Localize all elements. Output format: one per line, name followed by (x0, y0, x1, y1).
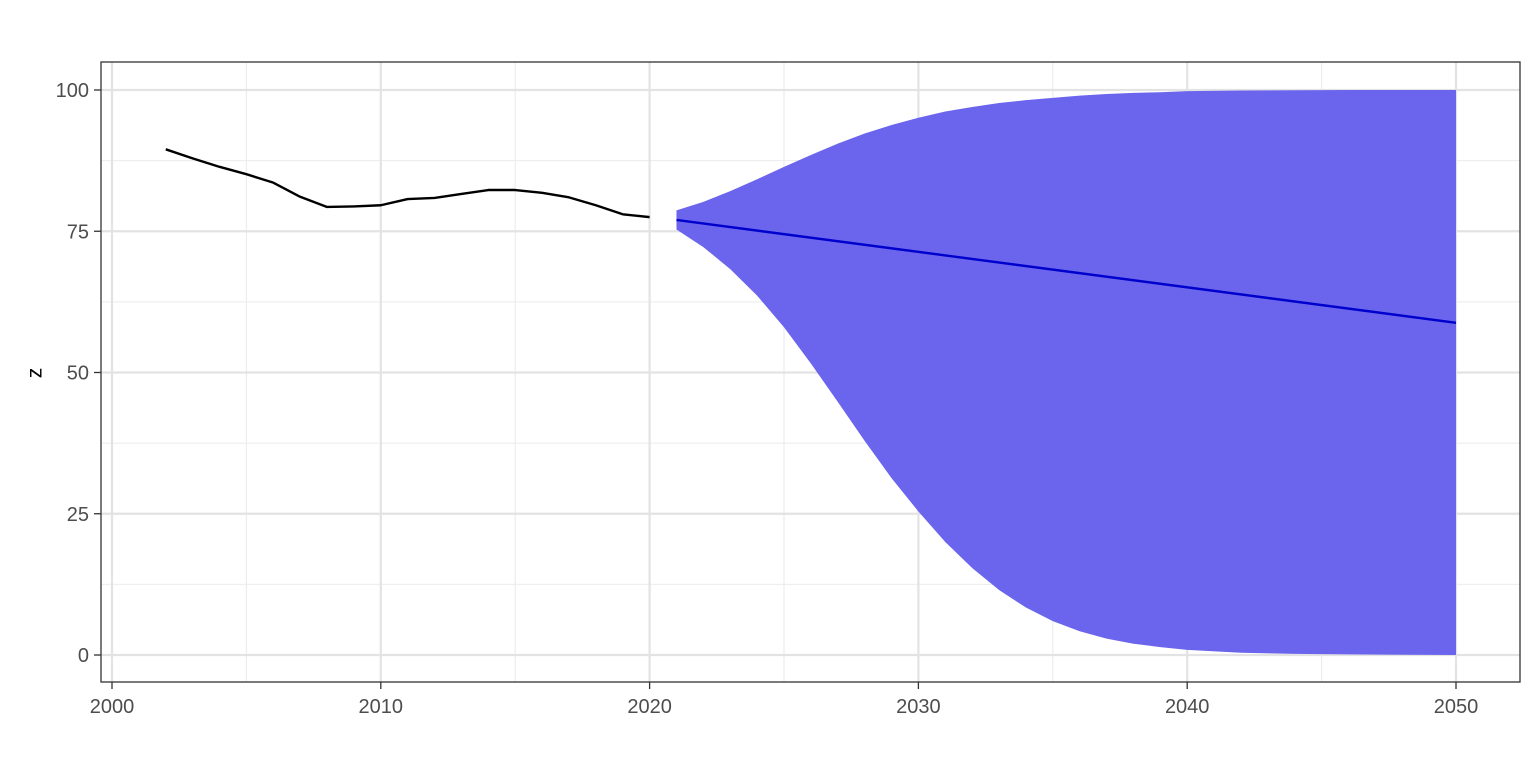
y-tick-label: 75 (67, 221, 89, 243)
x-tick-label: 2050 (1434, 696, 1479, 718)
series-line-layer (165, 148, 1457, 324)
x-tick-label: 2030 (896, 696, 941, 718)
y-tick-label: 100 (56, 80, 89, 102)
x-tick-label: 2040 (1165, 696, 1210, 718)
confidence-band-layer (676, 90, 1456, 655)
y-tick-label: 0 (78, 645, 89, 667)
observed-series-line (165, 148, 650, 219)
y-axis-label: z (24, 368, 47, 379)
y-tick-label: 50 (67, 363, 89, 385)
forecast-series-line (676, 218, 1457, 324)
x-axis: 2000 2010 2020 2030 2040 2050 (90, 682, 1479, 718)
y-axis: 0 25 50 75 100 (56, 80, 101, 667)
y-tick-label: 25 (67, 504, 89, 526)
x-tick-label: 2000 (90, 696, 135, 718)
x-tick-label: 2020 (627, 696, 672, 718)
x-tick-label: 2010 (359, 696, 404, 718)
prediction-band (676, 90, 1456, 655)
